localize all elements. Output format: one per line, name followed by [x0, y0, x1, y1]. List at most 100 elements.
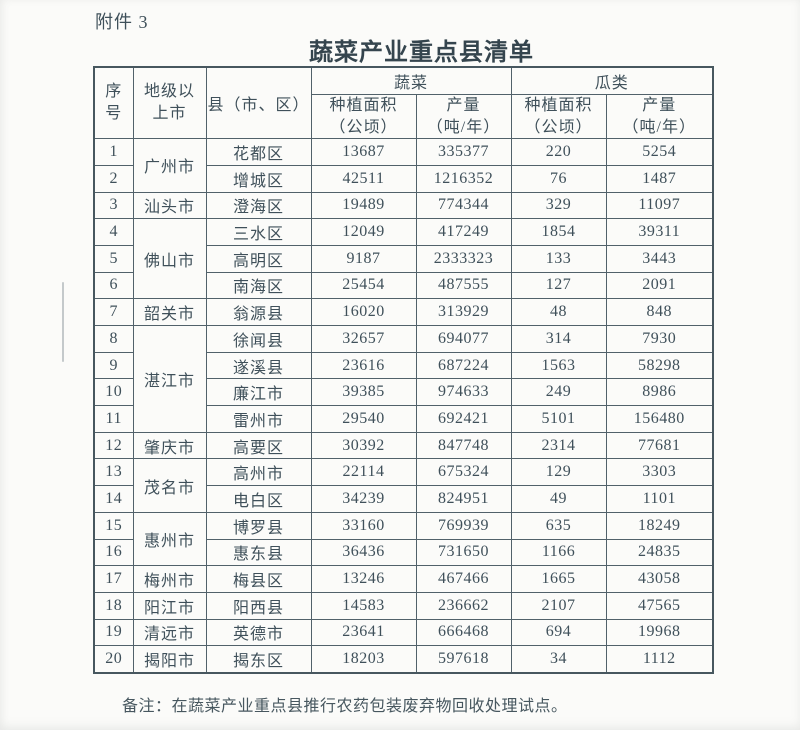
melon-yield-cell: 11097 — [605, 191, 714, 220]
melon-yield-cell: 39311 — [605, 218, 714, 246]
header-veg-area-cell: 种植面积 （公顷） — [310, 93, 417, 140]
county-cell: 遂溪县 — [205, 351, 312, 380]
veg-area-cell: 13687 — [310, 138, 417, 166]
header-veg-area-line1: 种植面积 — [329, 97, 398, 114]
county-cell: 揭东区 — [205, 645, 312, 674]
table-row: 19 清远市 英德市 23641 666468 694 19968 — [93, 618, 714, 647]
melon-area-cell: 133 — [510, 244, 607, 273]
veg-area-cell: 25454 — [310, 271, 417, 300]
melon-yield-cell: 1487 — [605, 164, 714, 193]
header-county-label: 县（市、区） — [207, 97, 310, 115]
city-cell: 广州市 — [132, 138, 207, 193]
table-row: 20 揭阳市 揭东区 18203 597618 34 1112 — [93, 645, 714, 674]
veg-area-cell: 23641 — [310, 618, 417, 647]
county-cell: 徐闻县 — [205, 325, 312, 353]
county-cell: 翁源县 — [205, 298, 312, 326]
county-cell: 高要区 — [205, 431, 312, 460]
row-number-cell: 14 — [93, 485, 134, 513]
table-header: 序号 地级以上市 县（市、区） 蔬菜 瓜类 种植面积 （公顷） 产量 （吨/年） — [93, 66, 714, 140]
row-number-cell: 8 — [93, 325, 134, 353]
melon-yield-cell: 24835 — [605, 538, 714, 567]
veg-yield-cell: 335377 — [415, 138, 512, 166]
table-row: 12 肇庆市 高要区 30392 847748 2314 77681 — [93, 431, 714, 460]
header-city-cell: 地级以上市 — [132, 66, 207, 140]
city-cell: 汕头市 — [132, 191, 207, 220]
melon-area-cell: 694 — [510, 618, 607, 647]
veg-yield-cell: 774344 — [415, 191, 512, 220]
county-cell: 澄海区 — [205, 191, 312, 220]
header-no-cell: 序号 — [93, 66, 134, 140]
header-sub-row: 种植面积 （公顷） 产量 （吨/年） 种植面积 （公顷） 产量 （吨/年） — [94, 93, 714, 140]
melon-yield-cell: 3303 — [605, 458, 714, 487]
melon-yield-cell: 848 — [605, 298, 714, 326]
row-number-cell: 5 — [93, 244, 134, 273]
veg-yield-cell: 313929 — [415, 298, 512, 326]
attachment-label: 附件 3 — [95, 12, 149, 32]
veg-area-cell: 23616 — [310, 351, 417, 380]
melon-yield-cell: 47565 — [605, 591, 714, 620]
table-row: 15 惠州市 博罗县 33160 769939 635 18249 — [93, 511, 714, 567]
header-veg-yield-line2: （吨/年） — [426, 118, 501, 136]
table-body: 1 广州市 花都区 13687 335377 220 5254 2 增城区 42511 121635… — [93, 138, 714, 674]
county-cell: 惠东县 — [205, 538, 312, 567]
veg-area-cell: 39385 — [310, 378, 417, 407]
table-row: 4 佛山市 三水区 12049 417249 1854 39311 — [93, 218, 714, 300]
melon-area-cell: 329 — [510, 191, 607, 220]
veg-yield-cell: 694077 — [415, 325, 512, 353]
header-group-row: 序号 地级以上市 县（市、区） 蔬菜 瓜类 — [93, 66, 714, 140]
county-cell: 高州市 — [205, 458, 312, 487]
scan-smudge-artifact — [62, 282, 64, 362]
note-text: 备注：在蔬菜产业重点县推行农药包装废弃物回收处理试点。 — [122, 698, 568, 715]
veg-area-cell: 18203 — [310, 645, 417, 674]
county-cell: 花都区 — [205, 138, 312, 166]
veg-area-cell: 36436 — [310, 538, 417, 567]
row-number-cell: 13 — [93, 458, 134, 487]
table-row: 3 汕头市 澄海区 19489 774344 329 11097 — [93, 191, 714, 220]
melon-yield-cell: 18249 — [605, 511, 714, 540]
city-cell: 韶关市 — [132, 298, 207, 326]
row-number-cell: 10 — [93, 378, 134, 407]
county-cell: 电白区 — [205, 485, 312, 513]
city-cell: 梅州市 — [132, 565, 207, 593]
county-cell: 梅县区 — [205, 565, 312, 593]
melon-yield-cell: 43058 — [605, 565, 714, 593]
melon-area-cell: 34 — [510, 645, 607, 674]
melon-area-cell: 2314 — [510, 431, 607, 460]
header-veg-yield-line1: 产量 — [446, 97, 481, 114]
row-number-cell: 6 — [93, 271, 134, 300]
header-melon-yield-line2: （吨/年） — [622, 118, 696, 136]
veg-area-cell: 12049 — [310, 218, 417, 246]
melon-area-cell: 1854 — [510, 218, 607, 246]
table-row: 13 茂名市 高州市 22114 675324 129 3303 — [93, 458, 714, 513]
melon-yield-cell: 3443 — [605, 244, 714, 273]
veg-yield-cell: 731650 — [415, 538, 512, 567]
veg-yield-cell: 692421 — [415, 405, 512, 433]
header-county-cell: 县（市、区） — [205, 66, 312, 140]
header-city-label: 地级以上市 — [143, 82, 195, 123]
veg-yield-cell: 2333323 — [415, 244, 512, 273]
city-cell: 清远市 — [132, 618, 207, 647]
melon-yield-cell: 2091 — [605, 271, 714, 300]
counties-table: 序号 地级以上市 县（市、区） 蔬菜 瓜类 种植面积 （公顷） 产量 （吨/年） — [93, 66, 715, 674]
row-number-cell: 4 — [93, 218, 134, 246]
row-number-cell: 18 — [93, 591, 134, 620]
row-number-cell: 19 — [93, 618, 134, 647]
veg-yield-cell: 467466 — [415, 565, 512, 593]
melon-yield-cell: 77681 — [605, 431, 714, 460]
header-veg-area-line2: （公顷） — [329, 118, 398, 136]
melon-area-cell: 129 — [510, 458, 607, 487]
header-melon-group-label: 瓜类 — [594, 75, 629, 92]
melon-area-cell: 1166 — [510, 538, 607, 567]
table-row: 17 梅州市 梅县区 13246 467466 1665 43058 — [93, 565, 714, 593]
table-row: 16 惠东县 36436 731650 1166 24835 — [93, 538, 714, 567]
veg-yield-cell: 597618 — [415, 645, 512, 674]
veg-area-cell: 33160 — [310, 511, 417, 540]
county-cell: 增城区 — [205, 164, 312, 193]
header-veg-yield-cell: 产量 （吨/年） — [415, 93, 512, 140]
melon-area-cell: 2107 — [510, 591, 607, 620]
city-cell: 揭阳市 — [132, 645, 207, 674]
melon-area-cell: 249 — [510, 378, 607, 407]
city-cell: 肇庆市 — [132, 431, 207, 460]
veg-area-cell: 9187 — [310, 244, 417, 273]
city-cell: 佛山市 — [132, 218, 207, 300]
